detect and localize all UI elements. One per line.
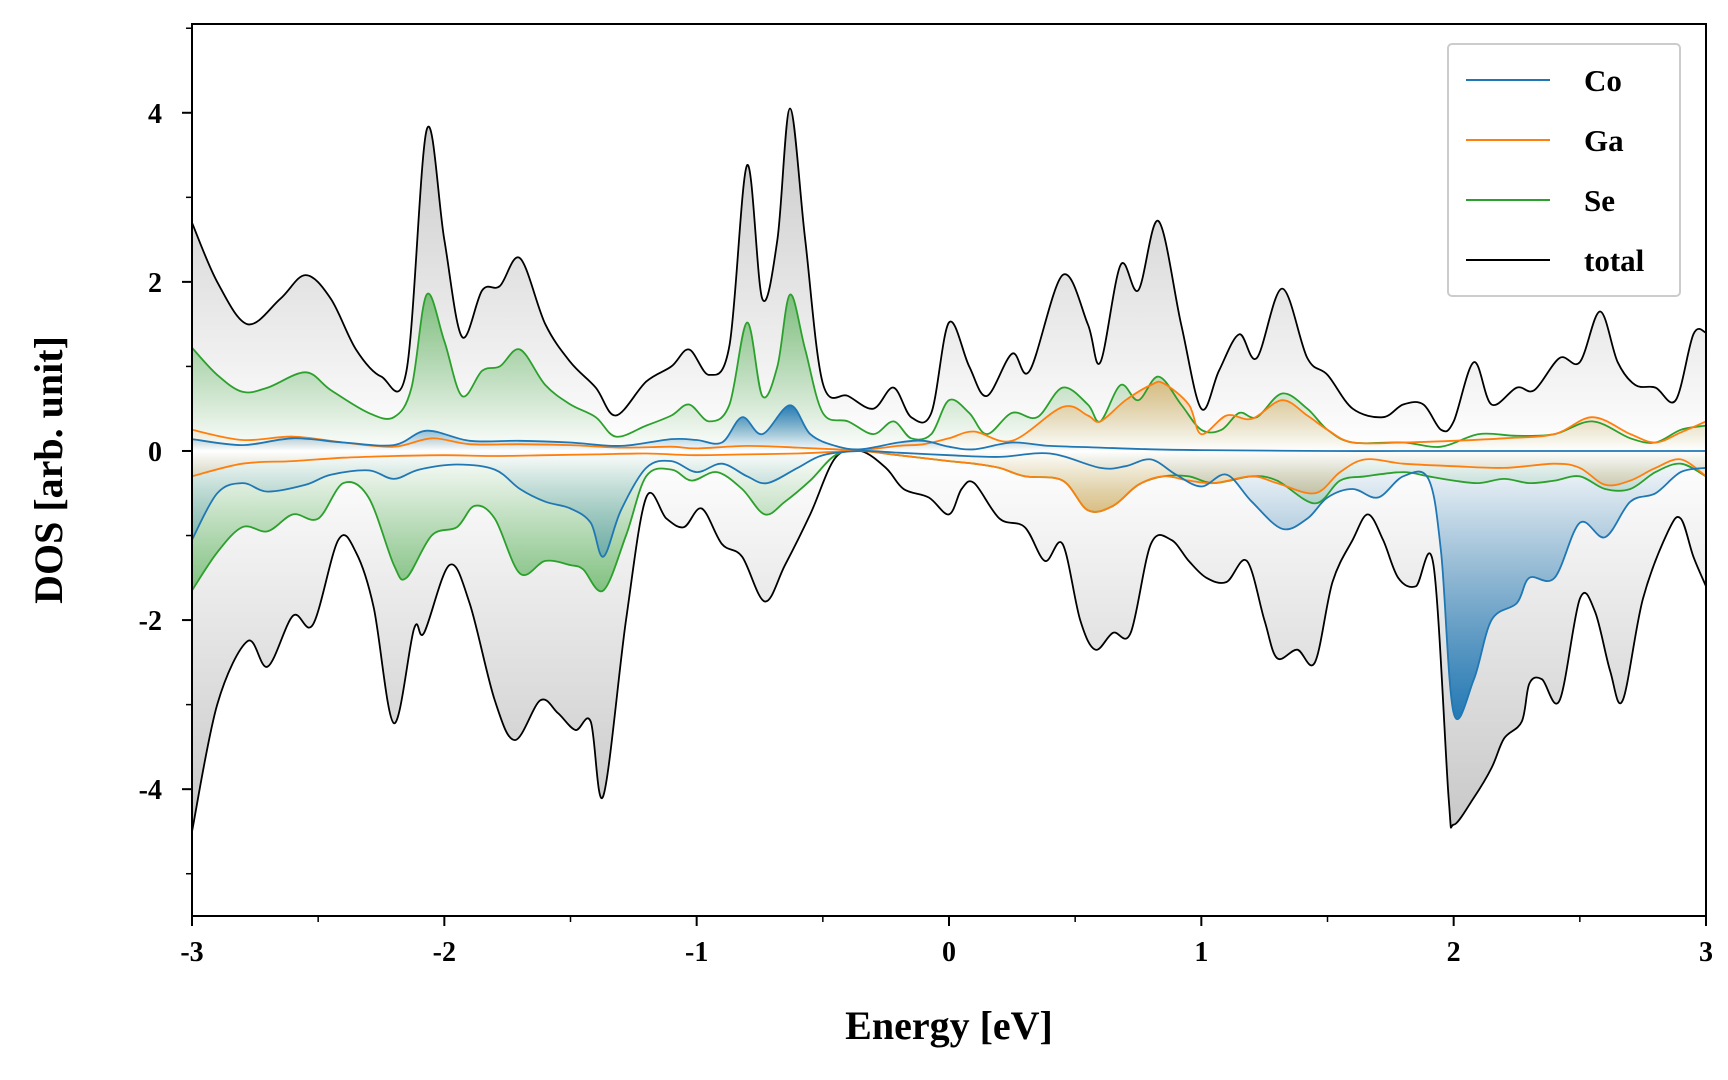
fill-co-down <box>192 450 1706 720</box>
y-axis-label: DOS [arb. unit] <box>26 336 71 604</box>
x-tick-label: 1 <box>1194 937 1208 968</box>
fill-co-up <box>192 405 1706 452</box>
line-ga-down <box>191 449 1707 513</box>
fill-se-up <box>192 293 1706 451</box>
series-lines <box>191 107 1707 832</box>
y-tick-label: 4 <box>148 99 162 130</box>
line-co-down <box>191 450 1707 721</box>
x-tick-label: 2 <box>1447 937 1461 968</box>
x-axis-label: Energy [eV] <box>845 1003 1053 1048</box>
y-tick-label: -4 <box>139 775 162 806</box>
y-tick-label: 2 <box>148 268 162 299</box>
legend-label: Co <box>1584 63 1622 98</box>
legend-label: Ga <box>1584 123 1624 158</box>
x-tick-label: 0 <box>942 937 956 968</box>
legend-box <box>1447 43 1681 297</box>
x-tick-label: -1 <box>685 937 708 968</box>
axis-ticks: -3 -2 -1 0 1 2 3 -4 -2 0 2 4 <box>139 27 1713 968</box>
legend-label: total <box>1584 243 1645 278</box>
y-tick-label: 0 <box>148 437 162 468</box>
x-tick-label: 3 <box>1699 937 1713 968</box>
x-tick-label: -3 <box>180 937 203 968</box>
line-total-down <box>191 448 1707 832</box>
legend: Co Ga Se total <box>1447 43 1681 297</box>
y-tick-label: -2 <box>139 606 162 637</box>
x-tick-label: -2 <box>433 937 456 968</box>
line-ga-up <box>191 380 1707 452</box>
legend-label: Se <box>1584 183 1615 218</box>
line-total-up <box>191 107 1707 433</box>
fill-ga-up <box>192 381 1706 451</box>
fill-total-up <box>192 108 1706 451</box>
line-co-up <box>191 404 1706 452</box>
